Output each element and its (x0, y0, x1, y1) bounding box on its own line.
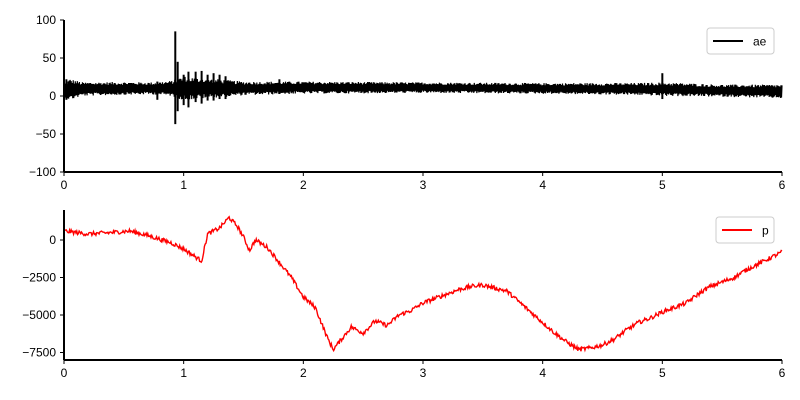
p-y-tick-label: −5000 (22, 308, 56, 322)
ae-y-ticks: −100 −50 0 50 100 (29, 13, 64, 179)
p-x-tick-label: 1 (180, 366, 187, 380)
p-series-line (63, 215, 783, 353)
ae-x-tick-label: 1 (180, 178, 187, 192)
ae-x-tick-label: 2 (300, 178, 307, 192)
p-x-ticks: 0 1 2 3 4 5 6 (61, 360, 786, 380)
ae-x-tick-label: 0 (61, 178, 68, 192)
p-y-tick-label: 0 (49, 233, 56, 247)
p-legend: p (715, 216, 775, 244)
ae-x-tick-label: 4 (539, 178, 546, 192)
p-x-tick-label: 0 (61, 366, 68, 380)
ae-x-ticks: 0 1 2 3 4 5 6 (61, 172, 786, 192)
p-x-tick-label: 6 (779, 366, 786, 380)
ae-y-tick-label: −50 (36, 127, 57, 141)
p-y-tick-label: −2500 (22, 271, 56, 285)
p-x-tick-label: 5 (659, 366, 666, 380)
p-y-ticks: −7500 −5000 −2500 0 (22, 233, 64, 360)
p-y-tick-label: −7500 (22, 346, 56, 360)
ae-y-tick-label: 0 (49, 89, 56, 103)
ae-legend: ae (706, 27, 775, 55)
ae-plot-area (63, 31, 783, 125)
ae-y-tick-label: 100 (36, 13, 56, 27)
ae-legend-label: ae (753, 35, 767, 49)
subplot-ae: 0 1 2 3 4 5 6 −100 −50 0 50 100 ae (29, 13, 786, 192)
ae-x-tick-label: 5 (659, 178, 666, 192)
p-x-tick-label: 4 (539, 366, 546, 380)
ae-y-tick-label: 50 (43, 51, 57, 65)
p-x-tick-label: 2 (300, 366, 307, 380)
subplot-p: 0 1 2 3 4 5 6 −7500 −5000 −2500 0 p (22, 210, 786, 380)
p-plot-area (63, 215, 783, 353)
ae-x-tick-label: 6 (779, 178, 786, 192)
p-legend-label: p (762, 224, 769, 238)
ae-series-line (63, 76, 783, 100)
ae-y-tick-label: −100 (29, 165, 56, 179)
p-x-tick-label: 3 (420, 366, 427, 380)
ae-x-tick-label: 3 (420, 178, 427, 192)
